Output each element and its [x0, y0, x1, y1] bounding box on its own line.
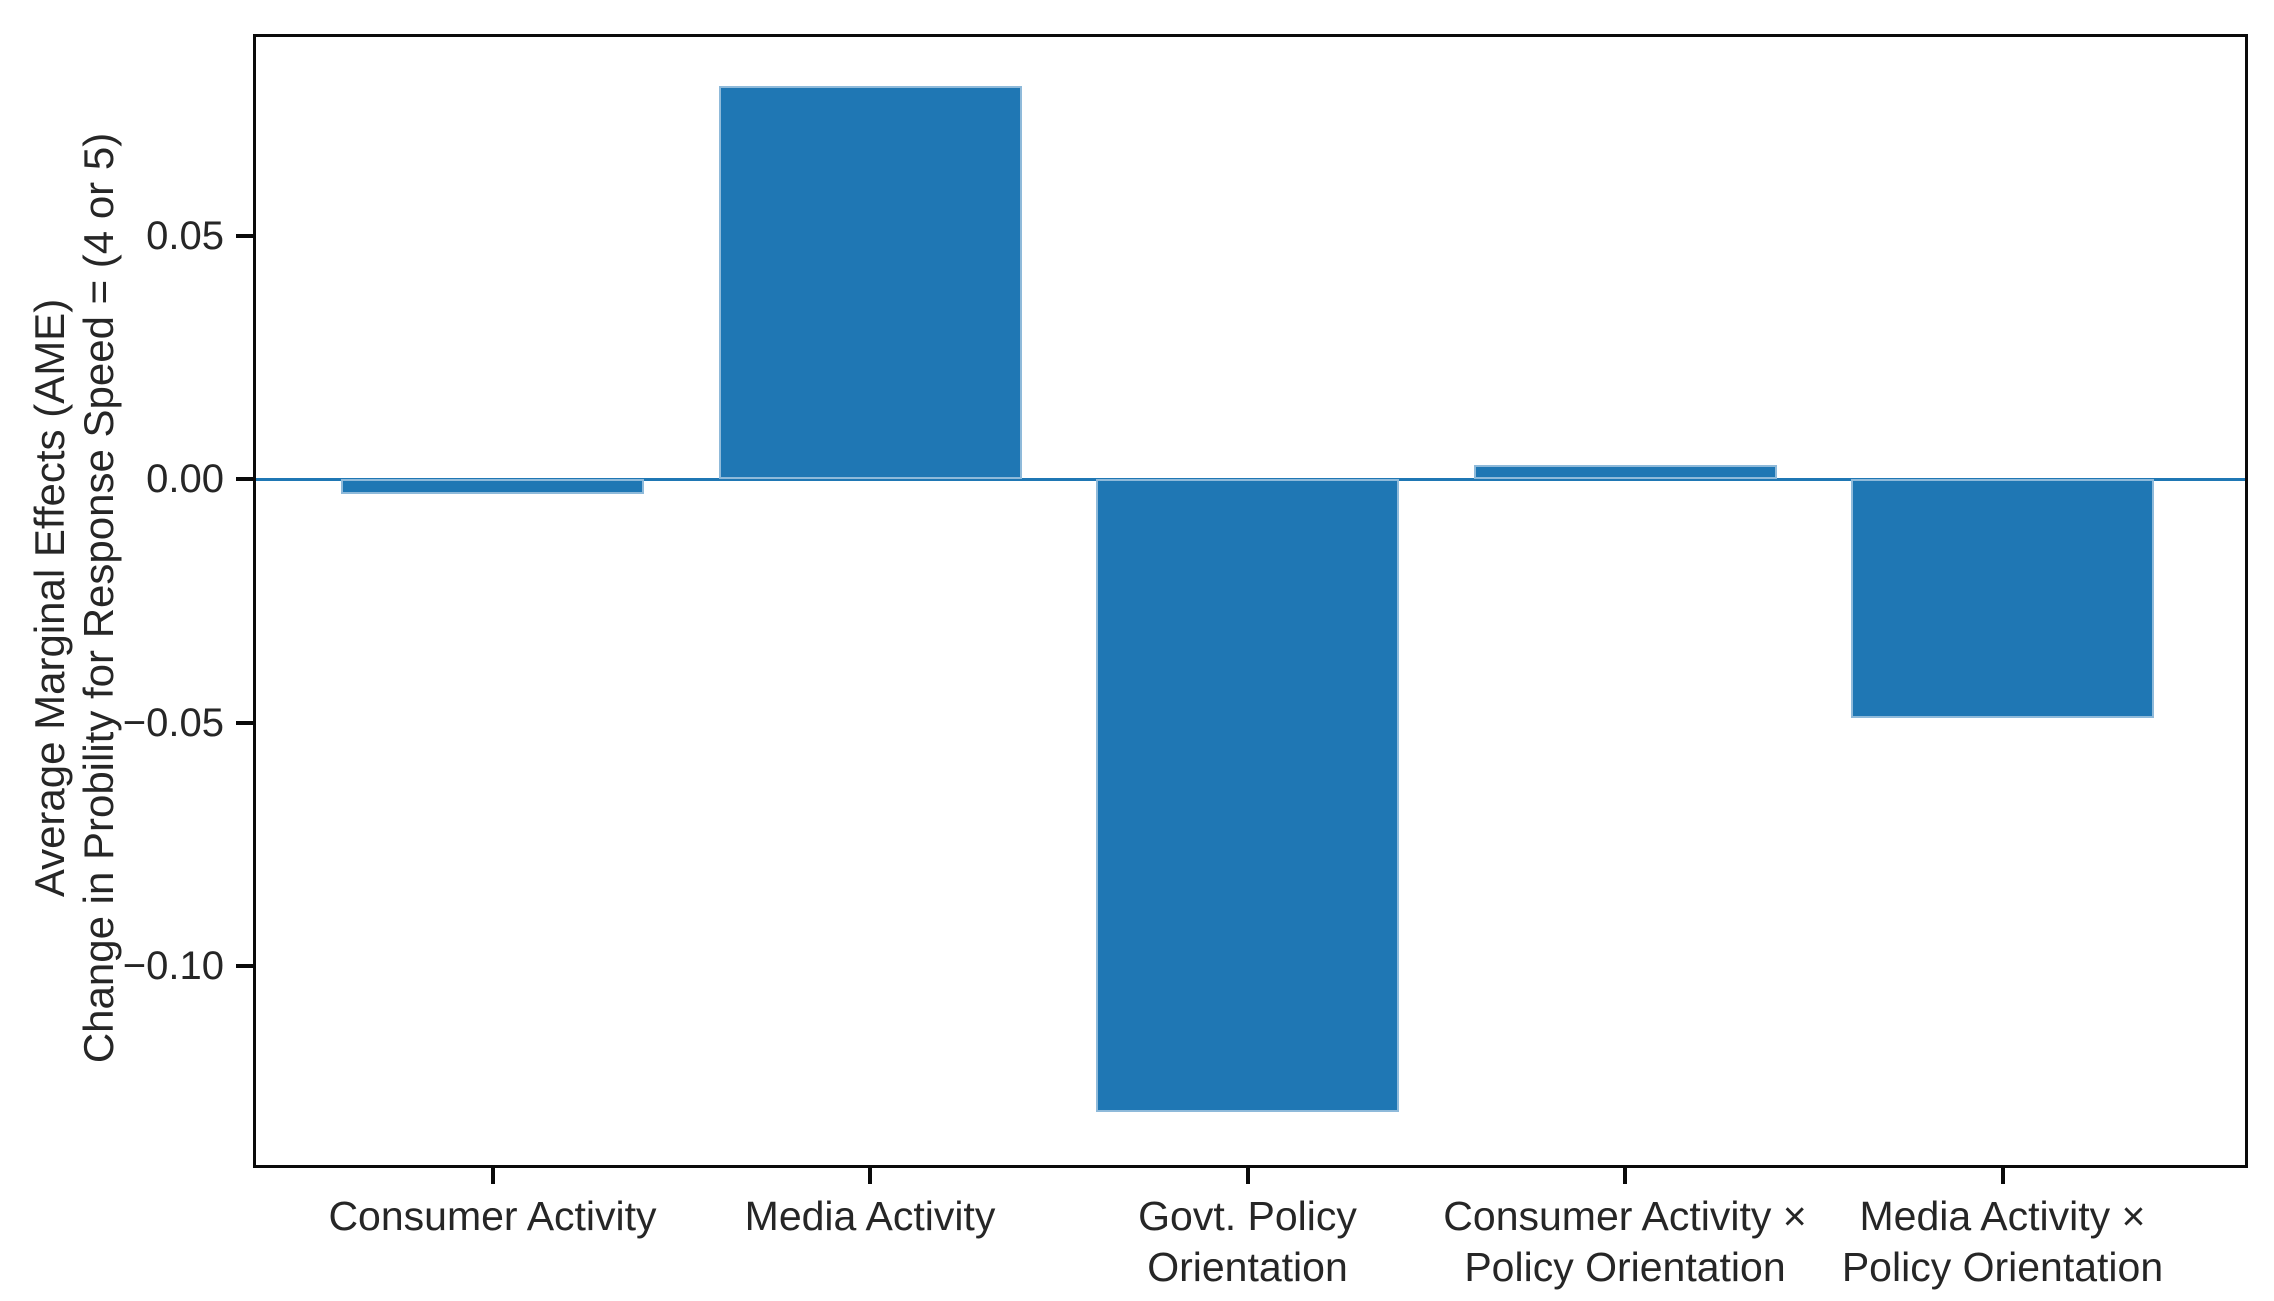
y-tick-mark-−0.10: [236, 963, 253, 968]
x-tick-label-line: Govt. Policy: [1138, 1193, 1357, 1239]
y-tick-label: −0.10: [122, 943, 224, 988]
y-axis-label-line-1: Average Marginal Effects (AME): [25, 298, 73, 898]
y-tick-mark-0.00: [236, 477, 253, 482]
bar-3: [1096, 479, 1399, 1112]
x-tick-label-1: Consumer Activity: [253, 1191, 733, 1242]
y-tick-mark-0.05: [236, 234, 253, 239]
x-tick-label-line: Media Activity: [744, 1193, 996, 1239]
x-tick-label-line: Policy Orientation: [1841, 1243, 2164, 1290]
x-tick-label-line: Consumer Activity: [328, 1193, 657, 1239]
x-tick-label-line: Policy Orientation: [1464, 1243, 1786, 1290]
y-tick-mark-−0.05: [236, 720, 253, 725]
x-tick-mark-5: [2000, 1168, 2005, 1184]
y-tick-label: 0.05: [146, 214, 224, 259]
x-tick-label-line: Media Activity ×: [1859, 1193, 2146, 1239]
bar-1: [341, 479, 644, 495]
y-tick-label: −0.05: [122, 700, 224, 745]
x-tick-mark-1: [490, 1168, 495, 1184]
bar-5: [1851, 479, 2154, 718]
x-tick-label-line: Consumer Activity ×: [1443, 1193, 1807, 1239]
x-tick-label-5: Media Activity × Policy Orientation: [1763, 1191, 2243, 1293]
x-tick-label-4: Consumer Activity × Policy Orientation: [1385, 1191, 1865, 1293]
x-tick-mark-4: [1623, 1168, 1627, 1184]
y-axis-label-line-2: Change in Probility for Response Speed =…: [75, 132, 122, 1064]
x-tick-mark-2: [868, 1168, 872, 1184]
plot-area: 0.05 0.00 −0.05 −0.10 Consumer Activity Media…: [123, 34, 2248, 1290]
bar-4: [1473, 464, 1777, 480]
x-tick-label-line: Orientation: [1147, 1243, 1348, 1290]
y-tick-label: 0.00: [146, 457, 224, 502]
x-tick-label-3: Govt. Policy Orientation: [1008, 1191, 1488, 1293]
x-tick-mark-3: [1245, 1168, 1250, 1184]
bar-2: [718, 85, 1022, 480]
x-tick-label-2: Media Activity: [630, 1191, 1110, 1242]
y-axis-label: Average Marginal Effects (AME) Change in…: [25, 133, 123, 1063]
